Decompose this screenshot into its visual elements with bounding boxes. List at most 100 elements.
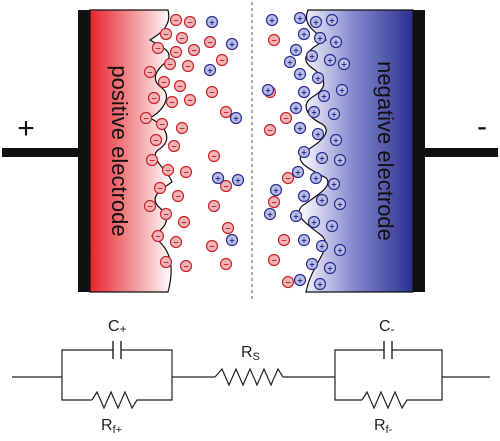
svg-text:−: − <box>285 173 290 183</box>
svg-text:−: − <box>207 37 212 47</box>
svg-text:+: + <box>215 173 220 183</box>
label-rf-plus: Rf+ <box>101 417 122 436</box>
anion: − <box>149 133 163 147</box>
svg-text:−: − <box>183 261 188 271</box>
anion: − <box>281 275 295 289</box>
label-c-plus: C+ <box>108 318 127 336</box>
cation: + <box>325 13 339 27</box>
svg-text:−: − <box>225 223 230 233</box>
svg-text:−: − <box>283 113 288 123</box>
anion: − <box>159 207 173 221</box>
anion: − <box>143 199 157 213</box>
svg-text:−: − <box>209 87 214 97</box>
anion: − <box>207 149 221 163</box>
anion: − <box>263 123 277 137</box>
capacitor-c-plus <box>112 341 122 359</box>
cation: + <box>261 83 275 97</box>
cation: + <box>297 145 311 159</box>
anion: − <box>205 239 219 253</box>
svg-text:+: + <box>229 235 234 245</box>
anion: − <box>169 13 183 27</box>
cation: + <box>313 277 327 291</box>
svg-text:−: − <box>171 141 176 151</box>
cation: + <box>289 101 303 115</box>
anion: − <box>183 93 197 107</box>
anion: − <box>151 229 165 243</box>
svg-text:+: + <box>327 263 332 273</box>
svg-text:−: − <box>169 97 174 107</box>
positive-electrode-label: positive electrode <box>107 65 132 236</box>
svg-text:+: + <box>297 13 302 23</box>
label-rf-minus: Rf- <box>374 417 393 436</box>
anion: − <box>281 171 295 185</box>
svg-text:−: − <box>155 43 160 53</box>
anion: − <box>165 95 179 109</box>
anion: − <box>267 195 281 209</box>
svg-text:+: + <box>297 69 302 79</box>
svg-text:−: − <box>167 59 172 69</box>
cation: + <box>311 127 325 141</box>
cation: + <box>283 55 297 69</box>
svg-text:+: + <box>331 179 336 189</box>
cation: + <box>337 57 351 71</box>
anion: − <box>267 253 281 267</box>
svg-text:+: + <box>301 235 306 245</box>
svg-text:−: − <box>281 235 286 245</box>
svg-text:+: + <box>287 57 292 67</box>
cation: + <box>297 85 311 99</box>
anion: − <box>181 59 195 73</box>
svg-text:+: + <box>269 15 274 25</box>
cation: + <box>203 63 217 77</box>
cation: + <box>309 171 323 185</box>
cation: + <box>309 15 323 29</box>
svg-text:+: + <box>333 37 338 47</box>
svg-text:−: − <box>177 81 182 91</box>
svg-text:+: + <box>209 17 214 27</box>
cation: + <box>231 173 245 187</box>
anion: − <box>155 117 169 131</box>
anion: − <box>139 111 153 125</box>
cation: + <box>211 171 225 185</box>
cation: + <box>307 105 321 119</box>
svg-text:−: − <box>173 47 178 57</box>
anion: − <box>219 105 233 119</box>
svg-text:−: − <box>147 201 152 211</box>
svg-text:−: − <box>143 113 148 123</box>
positive-current-collector <box>78 10 90 292</box>
anion: − <box>183 15 197 29</box>
anion: − <box>175 31 189 45</box>
svg-text:−: − <box>211 201 216 211</box>
svg-text:+: + <box>313 17 318 27</box>
svg-text:+: + <box>207 65 212 75</box>
cation: + <box>265 13 279 27</box>
svg-text:+: + <box>313 173 318 183</box>
svg-text:−: − <box>211 151 216 161</box>
cation: + <box>293 121 307 135</box>
svg-text:+: + <box>329 221 334 231</box>
svg-text:−: − <box>159 119 164 129</box>
anion: − <box>177 215 191 229</box>
cation: + <box>291 165 305 179</box>
cation: + <box>297 27 311 41</box>
svg-text:−: − <box>165 165 170 175</box>
label-rs: RS <box>241 344 260 363</box>
svg-text:−: − <box>191 45 196 55</box>
cation: + <box>323 261 337 275</box>
svg-text:+: + <box>315 73 320 83</box>
negative-current-collector <box>413 10 425 292</box>
svg-text:+: + <box>301 87 306 97</box>
svg-text:−: − <box>163 257 168 267</box>
svg-text:+: + <box>337 199 342 209</box>
anion: − <box>169 45 183 59</box>
cation: + <box>305 257 319 271</box>
cation: + <box>263 207 277 221</box>
anion: − <box>159 255 173 269</box>
cation: + <box>305 49 319 63</box>
svg-text:−: − <box>223 259 228 269</box>
svg-text:+: + <box>297 123 302 133</box>
cation: + <box>323 53 337 67</box>
cation: + <box>293 67 307 81</box>
cation: + <box>333 243 347 257</box>
anion: − <box>187 43 201 57</box>
